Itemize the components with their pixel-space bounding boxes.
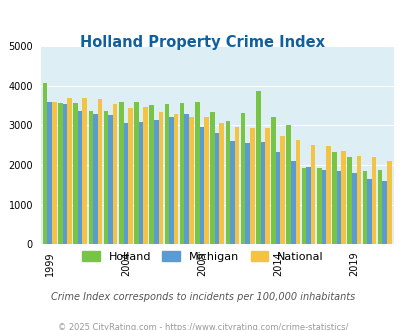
Bar: [169, 117, 173, 244]
Bar: [371, 157, 375, 244]
Bar: [325, 146, 330, 244]
Bar: [234, 127, 239, 244]
Bar: [108, 115, 113, 244]
Bar: [341, 151, 345, 244]
Bar: [260, 143, 264, 244]
Bar: [113, 104, 117, 244]
Bar: [377, 170, 382, 244]
Bar: [210, 112, 214, 244]
Bar: [73, 103, 78, 244]
Bar: [62, 104, 67, 244]
Bar: [199, 127, 204, 244]
Bar: [230, 141, 234, 244]
Bar: [362, 171, 366, 244]
Bar: [119, 102, 123, 244]
Bar: [104, 111, 108, 244]
Bar: [331, 151, 336, 244]
Bar: [225, 121, 230, 244]
Bar: [88, 111, 93, 244]
Bar: [249, 128, 254, 244]
Bar: [290, 161, 295, 244]
Bar: [295, 141, 299, 244]
Bar: [219, 123, 224, 244]
Legend: Holland, Michigan, National: Holland, Michigan, National: [78, 247, 327, 267]
Bar: [78, 111, 82, 244]
Bar: [52, 102, 56, 244]
Bar: [386, 161, 390, 244]
Bar: [245, 143, 249, 244]
Bar: [173, 114, 178, 244]
Bar: [47, 102, 52, 244]
Bar: [143, 107, 147, 244]
Bar: [58, 103, 62, 244]
Bar: [139, 122, 143, 244]
Bar: [316, 168, 321, 244]
Bar: [366, 179, 371, 244]
Text: Crime Index corresponds to incidents per 100,000 inhabitants: Crime Index corresponds to incidents per…: [51, 292, 354, 302]
Text: © 2025 CityRating.com - https://www.cityrating.com/crime-statistics/: © 2025 CityRating.com - https://www.city…: [58, 323, 347, 330]
Bar: [305, 167, 310, 244]
Bar: [356, 156, 360, 244]
Bar: [195, 102, 199, 244]
Bar: [93, 114, 98, 244]
Bar: [164, 104, 169, 244]
Bar: [351, 173, 356, 244]
Bar: [347, 157, 351, 244]
Bar: [179, 103, 184, 244]
Bar: [98, 99, 102, 244]
Bar: [67, 98, 72, 244]
Bar: [336, 171, 341, 244]
Bar: [275, 152, 280, 244]
Bar: [43, 83, 47, 244]
Bar: [321, 170, 325, 244]
Bar: [310, 145, 315, 244]
Bar: [271, 117, 275, 244]
Bar: [128, 108, 132, 244]
Bar: [264, 128, 269, 244]
Bar: [82, 98, 87, 244]
Bar: [153, 120, 158, 244]
Bar: [204, 117, 208, 244]
Bar: [123, 123, 128, 244]
Bar: [184, 114, 189, 244]
Bar: [214, 133, 219, 244]
Text: Holland Property Crime Index: Holland Property Crime Index: [80, 35, 325, 50]
Bar: [189, 117, 193, 244]
Bar: [301, 168, 305, 244]
Bar: [256, 91, 260, 244]
Bar: [158, 112, 163, 244]
Bar: [382, 181, 386, 244]
Bar: [134, 102, 139, 244]
Bar: [280, 136, 284, 244]
Bar: [149, 105, 153, 244]
Bar: [286, 125, 290, 244]
Bar: [240, 113, 245, 244]
